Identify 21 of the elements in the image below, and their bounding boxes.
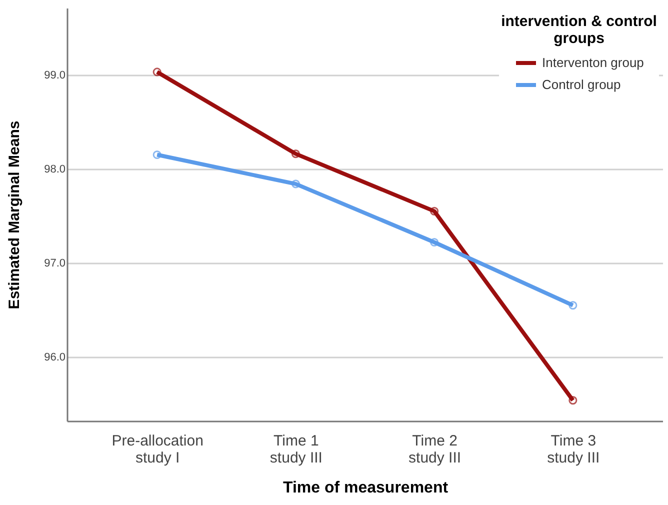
legend-label: Control group — [542, 77, 621, 92]
point — [291, 180, 300, 188]
y-tick-label: 98.0 — [44, 163, 66, 176]
y-tick-label: 96.0 — [44, 352, 66, 364]
point — [430, 238, 439, 247]
point — [568, 396, 578, 405]
x-tick-label: Time 1 study III — [270, 432, 322, 466]
y-tick-label: 97.0 — [44, 257, 66, 270]
point — [430, 206, 439, 216]
x-tick-label: Time 2 study III — [408, 432, 462, 466]
point — [152, 68, 162, 76]
point — [568, 301, 578, 310]
x-tick-label: Time 3 study III — [547, 432, 600, 466]
point — [152, 150, 162, 160]
point — [291, 150, 300, 158]
y-tick-label: 99.0 — [44, 69, 66, 82]
y-axis-title: Estimated Marginal Means — [6, 120, 24, 310]
legend-label: Interventon group — [542, 55, 644, 70]
legend-title: intervention & control groups — [501, 13, 657, 47]
x-tick-label: Pre-allocation study I — [112, 432, 204, 466]
x-axis-title: Time of measurement — [282, 480, 449, 496]
